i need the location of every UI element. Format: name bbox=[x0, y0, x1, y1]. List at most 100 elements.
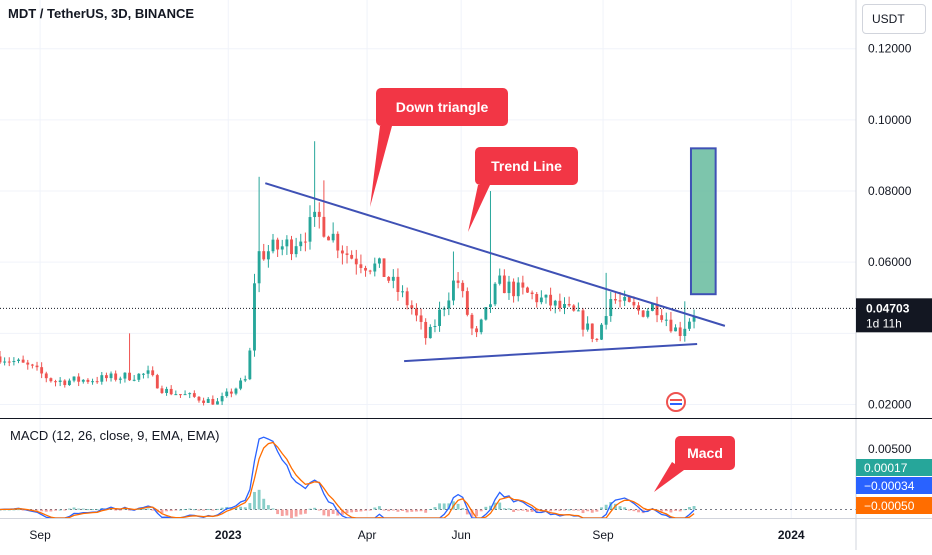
candle bbox=[313, 141, 316, 227]
currency-button[interactable]: USDT bbox=[862, 4, 926, 34]
candle bbox=[429, 324, 432, 338]
macd-histogram-bar bbox=[68, 509, 71, 510]
candle-body bbox=[248, 350, 251, 379]
candle-body bbox=[0, 356, 1, 362]
candle-body bbox=[378, 258, 381, 263]
candle bbox=[63, 379, 66, 387]
macd-histogram-bar bbox=[369, 510, 372, 511]
candle bbox=[674, 324, 677, 331]
candle bbox=[45, 372, 48, 383]
candle-body bbox=[434, 326, 437, 327]
candle bbox=[151, 366, 154, 376]
candle bbox=[373, 258, 376, 277]
macd-line bbox=[0, 437, 694, 518]
candle-body bbox=[628, 297, 631, 302]
candle bbox=[549, 288, 552, 311]
candle-body bbox=[151, 370, 154, 375]
macd-histogram-bar bbox=[619, 506, 622, 509]
candle bbox=[156, 374, 159, 389]
candle-body bbox=[387, 277, 390, 281]
candle-body bbox=[383, 258, 386, 277]
candle-body bbox=[605, 316, 608, 325]
candle-body bbox=[54, 381, 57, 382]
candle-body bbox=[683, 329, 686, 336]
macd-histogram-bar bbox=[605, 505, 608, 510]
candle bbox=[216, 398, 219, 405]
candle-body bbox=[253, 283, 256, 350]
candle bbox=[322, 180, 325, 237]
macd-histogram-bar bbox=[693, 506, 696, 510]
macd-histogram-bar bbox=[406, 510, 409, 513]
candle-body bbox=[424, 322, 427, 338]
candle bbox=[262, 244, 265, 261]
candle-body bbox=[406, 291, 409, 305]
macd-histogram-bar bbox=[244, 507, 247, 509]
candle bbox=[359, 255, 362, 274]
candle bbox=[309, 205, 312, 249]
macd-histogram-bar bbox=[424, 510, 427, 513]
candle bbox=[17, 358, 20, 363]
macd-histogram-bar bbox=[188, 509, 191, 510]
candle bbox=[299, 234, 302, 251]
macd-histogram-bar bbox=[207, 509, 210, 510]
candle-body bbox=[285, 239, 288, 246]
candle bbox=[188, 392, 191, 398]
candle bbox=[193, 390, 196, 398]
candle-body bbox=[498, 276, 501, 284]
callout-macd: Macd bbox=[654, 436, 735, 492]
candle bbox=[558, 294, 561, 312]
candle-body bbox=[22, 360, 25, 363]
candle bbox=[281, 240, 284, 255]
candle bbox=[174, 390, 177, 395]
candle bbox=[8, 357, 11, 366]
candle-body bbox=[165, 389, 168, 393]
candle bbox=[420, 309, 423, 330]
candle-body bbox=[346, 253, 349, 254]
candle bbox=[290, 236, 293, 260]
candle-body bbox=[503, 276, 506, 294]
candle bbox=[600, 323, 603, 340]
candle bbox=[378, 258, 381, 268]
macd-histogram-bar bbox=[221, 508, 224, 510]
candle bbox=[688, 318, 691, 331]
macd-histogram-bar bbox=[401, 510, 404, 511]
candle-body bbox=[632, 302, 635, 305]
macd-histogram-bar bbox=[531, 510, 534, 512]
macd-histogram-bar bbox=[554, 510, 557, 511]
candle bbox=[350, 250, 353, 259]
candle-body bbox=[202, 401, 205, 403]
candle-body bbox=[660, 315, 663, 320]
macd-histogram-bar bbox=[475, 510, 478, 517]
candle bbox=[96, 377, 99, 384]
candle-body bbox=[401, 291, 404, 292]
candle bbox=[679, 322, 682, 341]
candle-body bbox=[420, 315, 423, 322]
candle-body bbox=[392, 277, 395, 281]
macd-histogram-bar bbox=[498, 503, 501, 510]
candle-body bbox=[595, 339, 598, 340]
macd-histogram-bar bbox=[665, 510, 668, 512]
macd-histogram-bar bbox=[165, 510, 168, 512]
candle bbox=[494, 282, 497, 306]
candle-body bbox=[447, 300, 450, 308]
macd-histogram-bar bbox=[262, 499, 265, 510]
macd-histogram-bar bbox=[632, 510, 635, 512]
x-tick-label: 2024 bbox=[778, 528, 805, 542]
candle-body bbox=[68, 381, 71, 385]
candle bbox=[147, 366, 150, 379]
macd-histogram-bar bbox=[461, 508, 464, 509]
macd-histogram-bar bbox=[170, 510, 173, 512]
callout-trend-line-label: Trend Line bbox=[491, 158, 562, 174]
candle-body bbox=[642, 311, 645, 317]
macd-histogram-bar bbox=[420, 510, 423, 512]
candle-body bbox=[82, 380, 85, 382]
candle-body bbox=[244, 379, 247, 380]
candle bbox=[165, 387, 168, 396]
macd-histogram-bar bbox=[410, 510, 413, 512]
macd-histogram-bar bbox=[86, 509, 89, 510]
candle bbox=[595, 338, 598, 342]
candle bbox=[161, 386, 164, 394]
candle bbox=[452, 252, 455, 306]
candle-body bbox=[8, 362, 11, 363]
